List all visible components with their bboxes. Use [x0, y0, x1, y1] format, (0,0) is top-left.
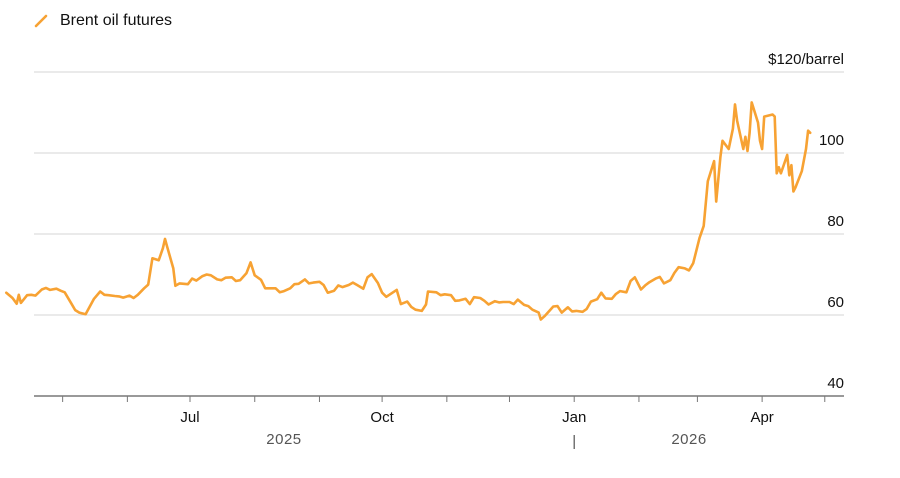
y-tick-label: 60 [827, 294, 844, 311]
x-tick-label: Apr [750, 409, 773, 426]
x-tick-label: Jul [180, 409, 199, 426]
legend-label: Brent oil futures [60, 12, 173, 29]
y-tick-label: 80 [827, 213, 844, 230]
x-year-label: 2025 [266, 431, 301, 448]
year-divider: | [572, 433, 576, 450]
y-axis-unit-label: $120/barrel [768, 51, 844, 68]
x-year-label: 2026 [671, 431, 706, 448]
y-tick-label: 40 [827, 375, 844, 392]
series-line [5, 101, 812, 321]
x-tick-label: Oct [370, 409, 394, 426]
legend: Brent oil futures [34, 12, 172, 30]
legend-swatch-icon [34, 14, 48, 28]
x-tick-label: Jan [562, 409, 586, 426]
y-tick-label: 100 [819, 132, 844, 149]
